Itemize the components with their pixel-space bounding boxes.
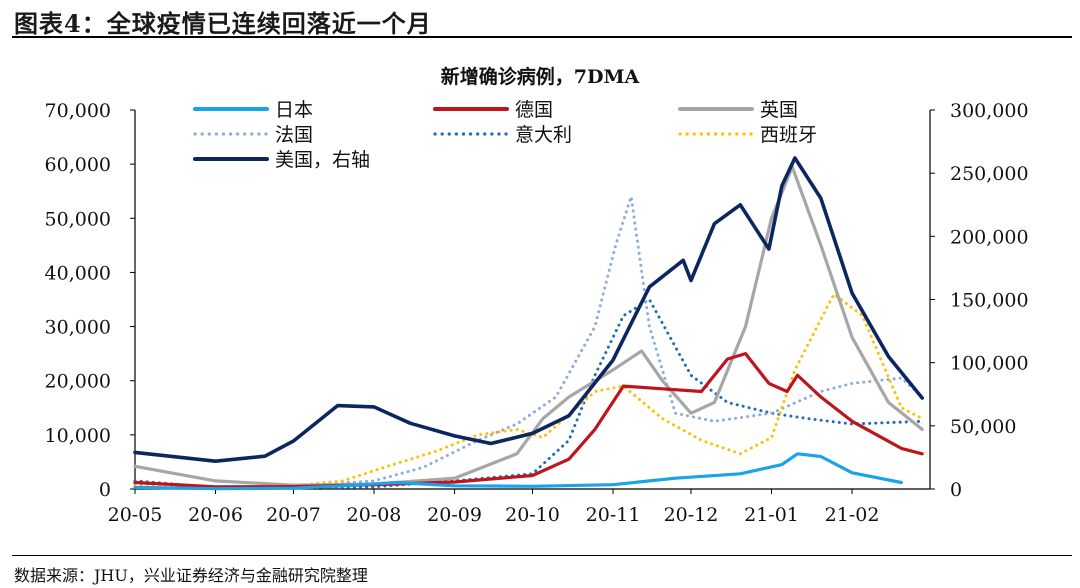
series-line-4 — [133, 195, 924, 489]
y-right-tick-label: 0 — [950, 479, 962, 501]
title-rule — [12, 36, 1072, 38]
y-right-tick-label: 200,000 — [950, 226, 1029, 248]
legend-label-1: 日本 — [275, 99, 313, 121]
y-right-tick-label: 50,000 — [950, 416, 1016, 438]
y-left-tick-label: 50,000 — [45, 208, 111, 230]
x-tick-label: 20-06 — [188, 504, 243, 526]
x-tick-label: 21-02 — [825, 504, 880, 526]
x-tick-label: 20-05 — [108, 504, 163, 526]
legend-label-3: 英国 — [760, 99, 798, 121]
y-right-tick-label: 250,000 — [950, 163, 1029, 185]
legend-label-5: 意大利 — [515, 124, 572, 146]
x-tick-label: 21-01 — [744, 504, 799, 526]
y-left-tick-label: 40,000 — [45, 262, 111, 284]
y-left-tick-label: 60,000 — [45, 154, 111, 176]
x-tick-label: 20-07 — [266, 504, 321, 526]
chart-axes: 0 10,000 20,000 30,000 40,000 50,000 60,000 70,… — [45, 100, 1029, 526]
legend-label-7: 美国，右轴 — [275, 149, 370, 171]
legend-label-6: 西班牙 — [760, 124, 817, 146]
y-left-tick-label: 0 — [99, 479, 111, 501]
x-tick-label: 20-12 — [664, 504, 719, 526]
y-right-tick-label: 300,000 — [950, 100, 1029, 122]
x-tick-label: 20-08 — [347, 504, 402, 526]
source-note: 数据来源：JHU，兴业证券经济与金融研究院整理 — [14, 566, 368, 585]
source-rule — [12, 555, 1072, 556]
series-line-1 — [133, 452, 904, 491]
x-tick-label: 20-11 — [586, 504, 641, 526]
y-right-tick-label: 100,000 — [950, 353, 1029, 375]
y-left-tick-label: 30,000 — [45, 317, 111, 339]
y-left-tick-label: 70,000 — [45, 100, 111, 122]
series-line-2 — [133, 352, 924, 489]
y-left-tick-label: 10,000 — [45, 425, 111, 447]
x-tick-label: 20-09 — [427, 504, 482, 526]
series-layer — [133, 156, 925, 491]
series-line-6 — [133, 292, 924, 489]
chart-title: 新增确诊病例，7DMA — [441, 65, 640, 88]
legend-label-2: 德国 — [515, 99, 553, 121]
y-right-tick-label: 150,000 — [950, 290, 1029, 312]
series-line-5 — [133, 298, 924, 490]
y-left-tick-label: 20,000 — [45, 371, 111, 393]
x-tick-label: 20-10 — [505, 504, 560, 526]
series-line-7 — [133, 156, 925, 464]
legend-label-4: 法国 — [275, 124, 313, 146]
figure-title: 图表4：全球疫情已连续回落近一个月 — [14, 9, 432, 38]
series-line-3 — [133, 165, 924, 487]
